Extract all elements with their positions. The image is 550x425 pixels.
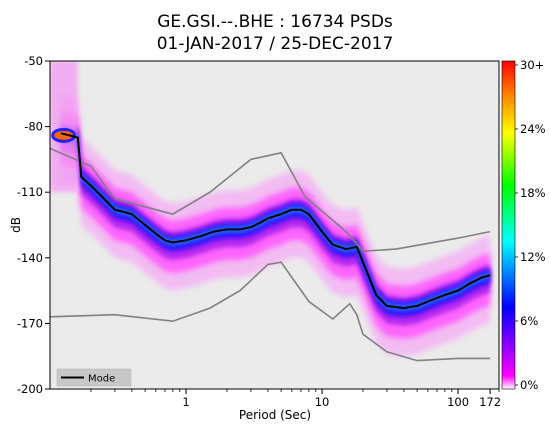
chart-title-line2: 01-JAN-2017 / 25-DEC-2017 xyxy=(157,34,394,54)
colorbar: 30+ 24% 18% 12% 6% 0% xyxy=(501,58,546,392)
x-tick-label: 100 xyxy=(447,395,469,409)
plot-frame xyxy=(49,60,500,390)
colorbar-gradient xyxy=(501,60,516,390)
chart-title-line1: GE.GSI.--.BHE : 16734 PSDs xyxy=(157,12,393,32)
colorbar-tick-label: 24% xyxy=(520,122,546,136)
y-axis: -50 -80 -110 -140 -170 -200 xyxy=(17,54,50,396)
x-axis: 1 10 100 172 xyxy=(90,389,501,409)
legend-box xyxy=(56,368,132,387)
y-axis-label: dB xyxy=(9,217,23,233)
colorbar-tick-label: 18% xyxy=(520,186,546,200)
legend: Mode xyxy=(56,368,132,387)
mode-line xyxy=(60,132,491,310)
y-tick-label: -140 xyxy=(17,251,43,265)
x-axis-label: Period (Sec) xyxy=(239,408,311,422)
colorbar-tick-label: 30+ xyxy=(520,58,544,72)
y-tick-label: -200 xyxy=(17,382,43,396)
density-band-3 xyxy=(60,126,491,317)
legend-mode-label: Mode xyxy=(88,374,115,385)
colorbar-tick-label: 12% xyxy=(520,250,546,264)
model-line-nlnm xyxy=(50,261,491,362)
model-line-nhnm xyxy=(50,147,491,253)
density-patch-short-period xyxy=(50,61,78,193)
y-tick-label: -80 xyxy=(24,120,43,134)
y-tick-label: -110 xyxy=(17,185,43,199)
colorbar-tick-label: 0% xyxy=(520,378,538,392)
series-layer xyxy=(50,132,491,362)
x-tick-label: 10 xyxy=(315,395,330,409)
colorbar-tick-label: 6% xyxy=(520,314,538,328)
y-tick-label: -50 xyxy=(24,54,43,68)
density-hotspot xyxy=(51,127,77,143)
y-tick-label: -170 xyxy=(17,316,43,330)
x-tick-label: 172 xyxy=(479,395,501,409)
x-tick-label: 1 xyxy=(182,395,189,409)
